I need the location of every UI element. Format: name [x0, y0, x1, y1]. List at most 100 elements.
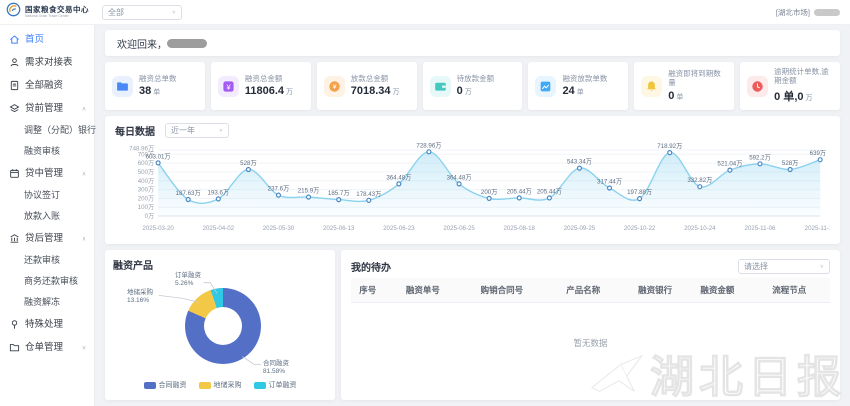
- sidebar-item-label: 贷前管理: [25, 102, 64, 114]
- svg-text:¥: ¥: [332, 84, 336, 91]
- legend-label: 合同融资: [158, 382, 187, 389]
- todo-column-header-5: 融资金额: [686, 278, 749, 303]
- todo-column-header-2: 购销合同号: [461, 278, 543, 303]
- sidebar-item-14[interactable]: 仓单管理 ∨: [0, 336, 94, 359]
- daily-data-title: 每日数据: [115, 126, 155, 138]
- svg-text:600万: 600万: [138, 160, 154, 167]
- sidebar-item-label: 融资审核: [24, 146, 61, 156]
- bell-icon: [641, 75, 663, 97]
- svg-text:2025-11-06: 2025-11-06: [744, 225, 776, 232]
- date-range-select[interactable]: 近一年 ∨: [165, 122, 229, 138]
- sidebar-item-1[interactable]: 需求对接表: [0, 51, 94, 74]
- donut-slice-label-0: 合同融资 81.58%: [263, 360, 289, 376]
- empty-state-text: 暂无数据: [573, 338, 608, 348]
- daily-data-panel: 每日数据 近一年 ∨ 748.96万 700万 600万 500万 400万 300万 20…: [105, 116, 840, 244]
- top-header: 国家粮食交易中心 National Grain Trade Center 全部 …: [0, 0, 850, 25]
- svg-text:400万: 400万: [138, 178, 154, 185]
- sidebar-item-label: 首页: [25, 33, 45, 45]
- area-fill: [158, 151, 821, 216]
- svg-text:185.7万: 185.7万: [328, 190, 350, 197]
- sidebar-item-label: 全部融资: [25, 79, 64, 91]
- brand: 国家粮食交易中心 National Grain Trade Center: [0, 2, 92, 22]
- svg-text:197.88万: 197.88万: [627, 189, 652, 196]
- sidebar-item-8[interactable]: 放款入账: [0, 206, 94, 227]
- sidebar-item-13[interactable]: 特殊处理: [0, 313, 94, 336]
- svg-text:2025-06-23: 2025-06-23: [383, 225, 415, 232]
- legend-swatch: [143, 381, 156, 389]
- svg-text:543.34万: 543.34万: [567, 159, 592, 166]
- market-select[interactable]: 全部 ∨: [102, 4, 182, 20]
- data-point-labels: 603.01万 187.63万 193.6万 528万 237.6万 215.9万 185.…: [146, 142, 826, 198]
- svg-text:2025-10-24: 2025-10-24: [684, 225, 716, 232]
- svg-text:2025-10-22: 2025-10-22: [624, 225, 656, 232]
- todo-filter-value: 请选择: [744, 261, 768, 271]
- sidebar-item-3[interactable]: 贷前管理 ∧: [0, 97, 94, 120]
- chevron-down-icon: ∨: [819, 264, 824, 269]
- todo-column-header-4: 融资银行: [623, 278, 687, 303]
- sidebar-item-9[interactable]: 贷后管理 ∧: [0, 227, 94, 250]
- stat-value: 38 单: [139, 85, 161, 98]
- sidebar-item-label: 融资解冻: [24, 297, 61, 307]
- clock-icon: [747, 75, 769, 97]
- sidebar-item-10[interactable]: 还款审核: [0, 250, 94, 271]
- todo-filter-select[interactable]: 请选择 ∨: [738, 258, 830, 274]
- legend-swatch: [253, 381, 266, 389]
- donut-legend: 合同融资 地储采购 订单融资: [113, 377, 327, 393]
- sidebar-item-7[interactable]: 协议签订: [0, 185, 94, 206]
- redacted-user-name: [167, 38, 207, 48]
- svg-text:700万: 700万: [138, 151, 154, 158]
- user-market-label: [湖北市场]: [775, 7, 810, 17]
- sidebar-item-4[interactable]: 调整（分配）银行: [0, 120, 96, 141]
- svg-text:528万: 528万: [240, 160, 256, 167]
- todo-title: 我的待办: [351, 262, 391, 274]
- welcome-text: 欢迎回来，: [117, 39, 167, 51]
- chevron-up-icon: ∧: [81, 234, 87, 242]
- stat-title: 融资总金额: [244, 73, 283, 83]
- sidebar-item-12[interactable]: 融资解冻: [0, 292, 94, 313]
- chevron-up-icon: ∧: [81, 169, 87, 177]
- stat-value: 11806.4 万: [244, 85, 294, 98]
- daily-line-chart: 748.96万700万600万500万400万300万200万100万0万603…: [129, 142, 830, 232]
- note-icon: [535, 75, 557, 97]
- stat-card-3: 待放款金额 0 万: [422, 62, 523, 110]
- sidebar-item-6[interactable]: 贷中管理 ∧: [0, 162, 94, 185]
- svg-text:193.6万: 193.6万: [208, 189, 230, 196]
- todo-column-header-1: 融资单号: [384, 278, 462, 303]
- stat-card-5: 融资即将到期数量 0 单: [634, 62, 735, 110]
- svg-text:100万: 100万: [138, 204, 154, 211]
- sidebar-item-11[interactable]: 商务还款审核: [0, 271, 94, 292]
- chevron-down-icon: ∨: [81, 343, 87, 351]
- svg-text:2025-05-30: 2025-05-30: [263, 225, 295, 232]
- svg-text:187.63万: 187.63万: [176, 190, 201, 197]
- stats-row: 融资总单数 38 单 ¥ 融资总金额 11806.4 万 ¥ 放款总金额 7018.34 万 待放款金…: [105, 62, 841, 110]
- svg-text:603.01万: 603.01万: [146, 153, 171, 160]
- sidebar-item-label: 还款审核: [24, 255, 61, 265]
- sidebar-item-label: 商务还款审核: [24, 276, 79, 286]
- svg-text:178.43万: 178.43万: [356, 191, 381, 198]
- legend-label: 订单融资: [268, 382, 297, 389]
- brand-logo-icon: [6, 2, 21, 22]
- sidebar-item-2[interactable]: 全部融资: [0, 74, 94, 97]
- brand-name-en: National Grain Trade Center: [25, 13, 69, 18]
- svg-text:728.96万: 728.96万: [416, 142, 441, 149]
- sidebar-item-5[interactable]: 融资审核: [0, 141, 94, 162]
- svg-text:205.44万: 205.44万: [507, 188, 532, 195]
- legend-item-2[interactable]: 订单融资: [253, 380, 297, 390]
- sidebar-item-0[interactable]: 首页: [0, 28, 94, 51]
- legend-item-1[interactable]: 地储采购: [198, 380, 242, 390]
- sidebar-item-label: 特殊处理: [25, 318, 64, 330]
- stat-title: 融资即将到期数量: [668, 69, 721, 87]
- wallet-icon: [429, 75, 451, 97]
- svg-text:2025-11-18: 2025-11-18: [805, 225, 830, 232]
- financing-products-panel: 融资产品 合同融资 81.58% 地储采购 13.16% 订单融资 5.26% 合同融资 地…: [105, 250, 335, 400]
- chevron-down-icon: ∨: [171, 10, 176, 15]
- legend-item-0[interactable]: 合同融资: [143, 380, 187, 390]
- svg-text:215.9万: 215.9万: [298, 187, 320, 194]
- todo-column-header-0: 序号: [351, 278, 385, 303]
- todo-panel: 我的待办 请选择 ∨ 序号 融资单号 购销合同号 产品名称 融资银行 融资金额 流程节点 暂…: [341, 250, 840, 400]
- stat-title: 放款总金额: [350, 73, 389, 83]
- svg-text:¥: ¥: [226, 82, 231, 91]
- svg-text:2025-03-20: 2025-03-20: [142, 225, 174, 232]
